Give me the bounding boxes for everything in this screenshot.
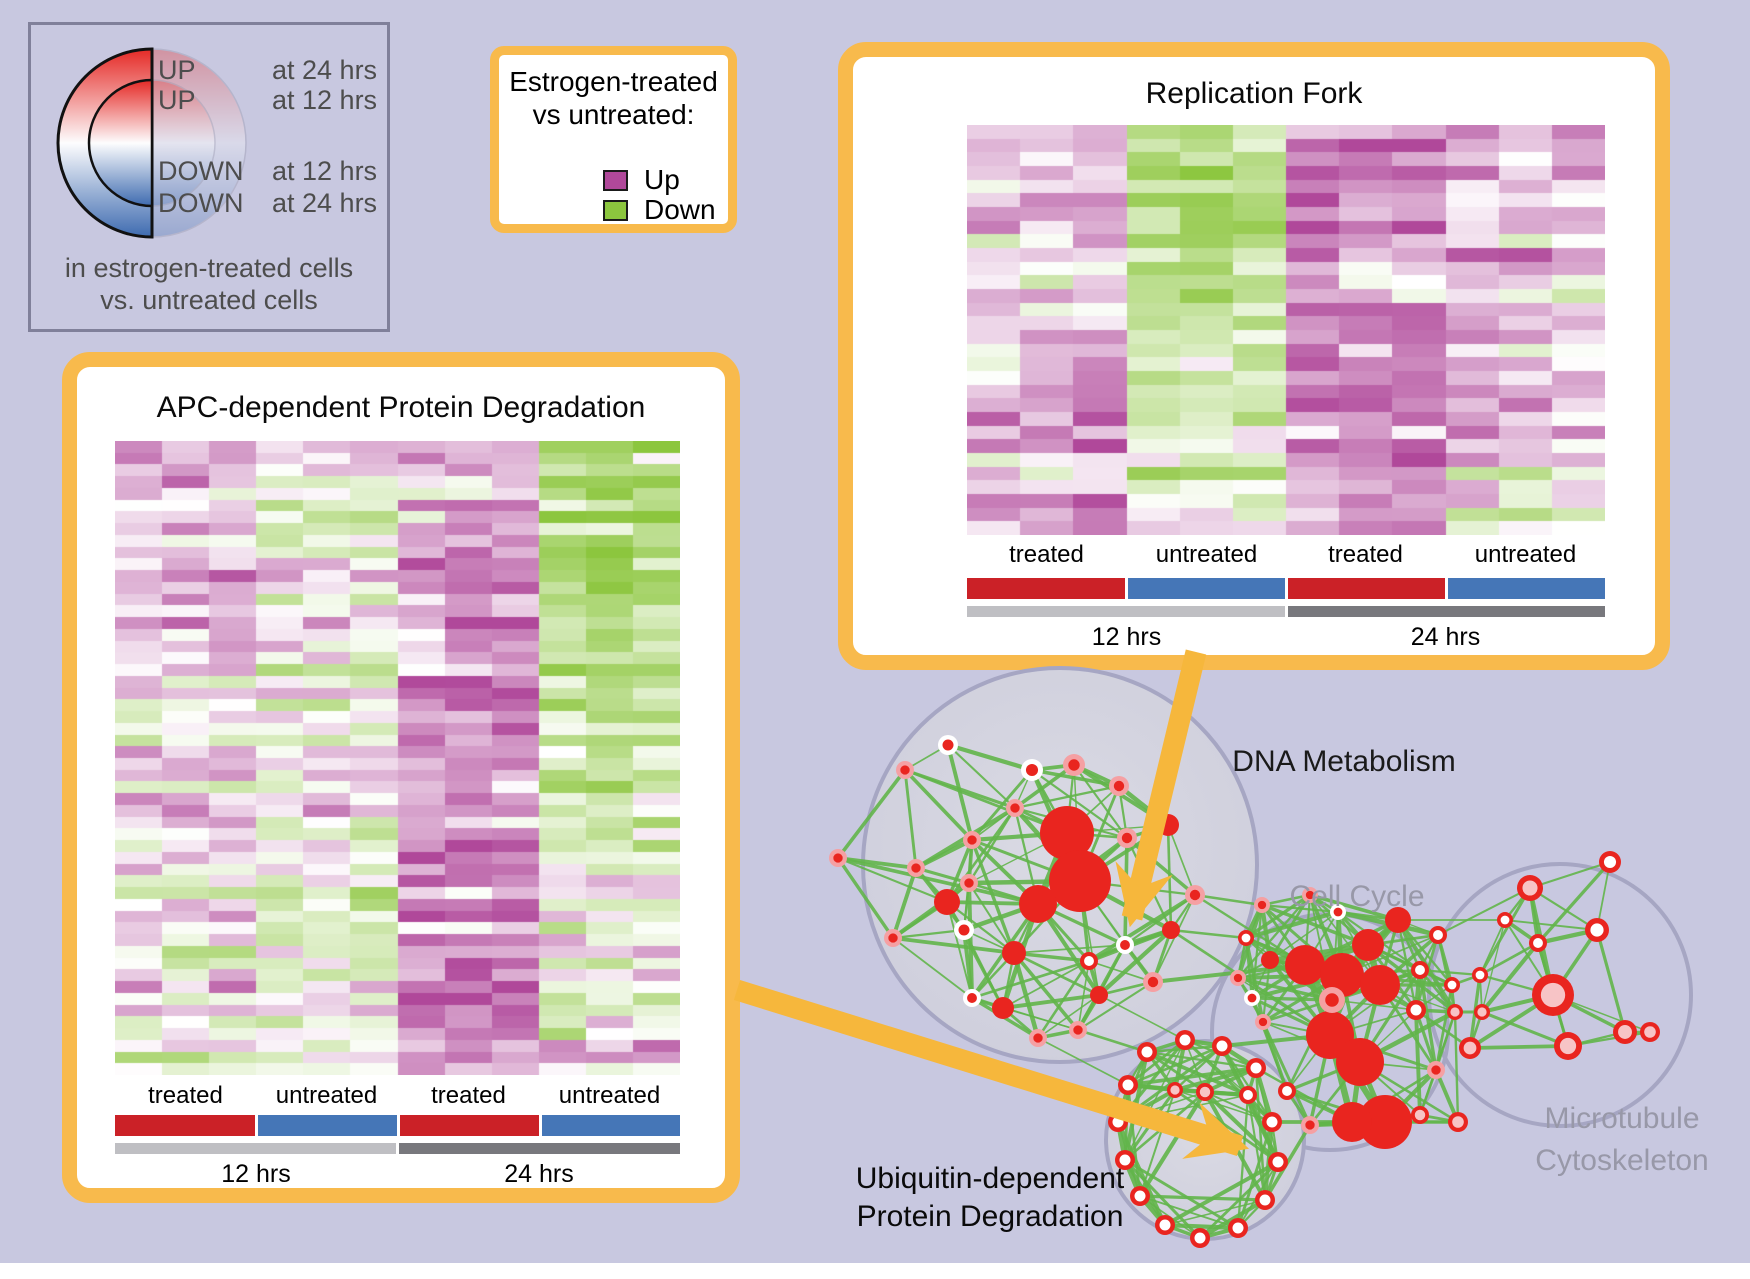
rf-treated-bar-24h bbox=[1288, 578, 1445, 599]
down-label: Down bbox=[644, 194, 716, 225]
apc-group-label-3: treated bbox=[431, 1082, 506, 1109]
timepoint-rings-graphic: UP at 24 hrs UP at 12 hrs DOWN at 12 hrs… bbox=[56, 47, 377, 315]
apc-24hrs-bar bbox=[399, 1143, 680, 1154]
legend-up-12-time: at 12 hrs bbox=[272, 85, 377, 115]
apc-untreated-bar-24h bbox=[542, 1115, 680, 1136]
legend-item-down: Down bbox=[603, 194, 716, 225]
estrogen-legend-title-line2: vs untreated: bbox=[532, 99, 695, 130]
rf-group-label-1: treated bbox=[1009, 541, 1084, 568]
legend-up-24-dir: UP bbox=[158, 55, 196, 85]
up-color-swatch bbox=[603, 169, 628, 191]
legend-caption-line1: in estrogen-treated cells bbox=[65, 253, 353, 283]
estrogen-legend-title-line1: Estrogen-treated bbox=[509, 66, 718, 97]
legend-item-up: Up bbox=[603, 164, 716, 195]
rf-24hrs-label: 24 hrs bbox=[1410, 623, 1481, 651]
apc-treated-bar-24h bbox=[400, 1115, 539, 1136]
inner-ring-right-half bbox=[151, 79, 216, 207]
apc-treated-bar-12h bbox=[115, 1115, 255, 1136]
rf-12hrs-bar bbox=[967, 606, 1285, 617]
apc-group-label-1: treated bbox=[148, 1082, 223, 1109]
apc-heatmap bbox=[115, 441, 680, 1075]
rf-untreated-bar-12h bbox=[1128, 578, 1285, 599]
rf-untreated-bar-24h bbox=[1448, 578, 1605, 599]
apc-12hrs-bar bbox=[115, 1143, 396, 1154]
apc-panel-title: APC-dependent Protein Degradation bbox=[156, 391, 646, 424]
legend-down-24-time: at 24 hrs bbox=[272, 188, 377, 218]
legend-down-24-dir: DOWN bbox=[158, 188, 243, 218]
legend-down-12-dir: DOWN bbox=[158, 156, 243, 186]
apc-untreated-bar-12h bbox=[258, 1115, 397, 1136]
down-color-swatch bbox=[603, 199, 628, 221]
estrogen-legend-title: Estrogen-treated vs untreated: bbox=[499, 65, 728, 131]
rf-24hrs-bar bbox=[1288, 606, 1605, 617]
apc-group-label-2: untreated bbox=[275, 1082, 378, 1109]
rf-group-label-4: untreated bbox=[1474, 541, 1577, 568]
legend-down-12-time: at 12 hrs bbox=[272, 156, 377, 186]
apc-24hrs-label: 24 hrs bbox=[504, 1160, 574, 1188]
apc-group-label-4: untreated bbox=[558, 1082, 661, 1109]
circular-timepoint-legend: UP at 24 hrs UP at 12 hrs DOWN at 12 hrs… bbox=[28, 22, 390, 332]
rf-panel-title: Replication Fork bbox=[1145, 77, 1363, 110]
legend-up-24-time: at 24 hrs bbox=[272, 55, 377, 85]
estrogen-color-legend: Estrogen-treated vs untreated: Up Down bbox=[490, 46, 737, 233]
rf-treated-bar-12h bbox=[967, 578, 1125, 599]
rf-group-label-2: untreated bbox=[1155, 541, 1258, 568]
rf-heatmap bbox=[967, 125, 1605, 535]
legend-caption-line2: vs. untreated cells bbox=[100, 285, 318, 315]
rf-12hrs-label: 12 hrs bbox=[1091, 623, 1162, 651]
up-label: Up bbox=[644, 164, 680, 195]
replication-fork-panel: Replication Fork treated untreated treat… bbox=[838, 42, 1670, 670]
legend-up-12-dir: UP bbox=[158, 85, 196, 115]
apc-12hrs-label: 12 hrs bbox=[221, 1160, 291, 1188]
apc-degradation-panel: APC-dependent Protein Degradation treate… bbox=[62, 352, 740, 1203]
rf-group-label-3: treated bbox=[1328, 541, 1403, 568]
estrogen-legend-items: Up Down bbox=[603, 164, 716, 225]
inner-ring-left-half bbox=[87, 78, 154, 208]
